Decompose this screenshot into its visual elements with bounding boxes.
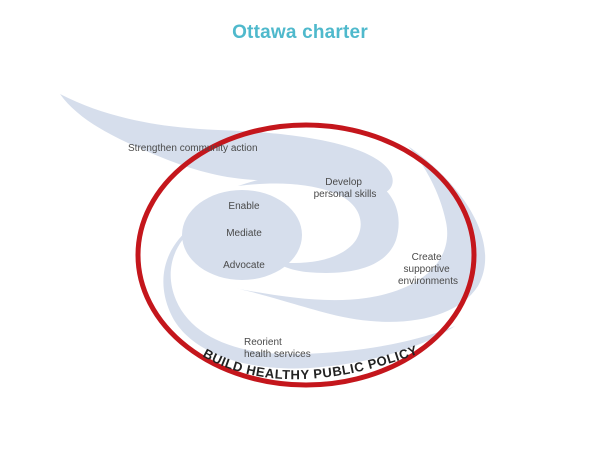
outer-ring <box>135 122 477 388</box>
label-develop-line-1: Develop <box>325 177 362 188</box>
label-advocate: Advocate <box>223 260 265 271</box>
inner-circle <box>182 190 302 280</box>
page-title: Ottawa charter <box>232 22 368 43</box>
label-mediate: Mediate <box>226 228 262 239</box>
swirl-right-arc <box>234 146 486 322</box>
label-enable: Enable <box>228 201 260 212</box>
swirl-middle-arc <box>238 171 399 273</box>
label-reorient-health-services: Reorient health services <box>244 337 311 360</box>
label-develop-personal-skills: Develop personal skills <box>314 177 377 200</box>
label-reorient-line-2: health services <box>244 349 311 360</box>
label-create-line-3: environments <box>398 276 458 287</box>
label-develop-line-2: personal skills <box>314 189 377 200</box>
label-reorient-line-1: Reorient <box>244 337 282 348</box>
label-create-line-2: supportive <box>404 264 451 275</box>
label-create-supportive-environments: Create supportive environments <box>398 252 458 287</box>
label-strengthen-community-action: Strengthen community action <box>128 143 258 154</box>
label-create-line-1: Create <box>412 252 442 263</box>
